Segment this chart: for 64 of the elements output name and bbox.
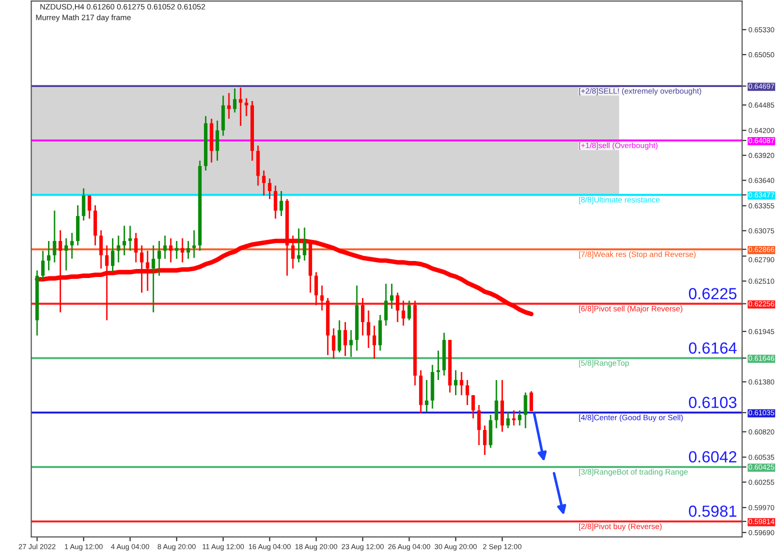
- candlestick: [424, 379, 428, 413]
- candlestick: [349, 329, 353, 358]
- candlestick: [483, 424, 487, 456]
- candlestick: [180, 238, 184, 264]
- annotation: 0.6225: [688, 288, 736, 300]
- annotation: 0.5981: [688, 506, 736, 517]
- candlestick: [174, 240, 178, 260]
- candlestick: [110, 238, 114, 273]
- candlestick: [262, 170, 266, 196]
- candlestick: [524, 392, 528, 429]
- candlestick: [88, 194, 92, 220]
- candlestick: [460, 371, 464, 396]
- candlestick: [454, 370, 458, 396]
- candlestick: [52, 210, 56, 264]
- candlestick: [169, 238, 173, 264]
- candlestick: [140, 244, 144, 294]
- candlestick: [407, 300, 411, 321]
- annotation: 0.6103: [688, 396, 736, 408]
- candlestick: [70, 232, 74, 260]
- annotation: 0.6042: [688, 451, 736, 462]
- candlestick: [41, 250, 45, 281]
- candlestick: [238, 86, 242, 127]
- candlestick: [268, 178, 272, 200]
- annotation: 0.6164: [688, 342, 737, 354]
- candlestick: [477, 404, 481, 446]
- candlestick: [46, 240, 50, 272]
- candlestick: [122, 225, 126, 256]
- candlestick: [134, 232, 138, 264]
- candlestick: [314, 271, 318, 306]
- candlestick: [506, 411, 510, 429]
- candlestick: [372, 324, 376, 360]
- candlestick: [296, 228, 300, 264]
- candlestick: [338, 320, 342, 354]
- candlestick: [396, 292, 400, 323]
- candlestick: [128, 225, 132, 252]
- candlestick: [344, 321, 347, 357]
- candlestick: [82, 188, 86, 222]
- candlestick: [157, 240, 161, 276]
- candlestick: [186, 240, 190, 260]
- candlestick: [530, 390, 534, 412]
- candlestick: [64, 238, 68, 272]
- candlestick: [471, 394, 475, 420]
- candlestick: [436, 350, 440, 381]
- candlestick: [518, 410, 522, 426]
- candlestick: [384, 283, 388, 326]
- candlestick: [227, 92, 231, 120]
- candlestick: [244, 98, 248, 117]
- candlestick: [192, 230, 196, 259]
- candlestick: [274, 184, 278, 220]
- candlestick: [360, 297, 364, 336]
- candlestick: [466, 379, 470, 406]
- candlestick: [390, 283, 394, 310]
- candlestick: [402, 300, 406, 326]
- candlestick: [332, 328, 336, 360]
- candlestick: [146, 250, 150, 292]
- candlestick: [216, 120, 220, 162]
- candlestick: [302, 226, 306, 262]
- candlestick: [280, 190, 284, 217]
- candlestick: [116, 234, 120, 264]
- candlestick: [99, 230, 103, 270]
- candlestick: [320, 284, 324, 312]
- candlestick: [233, 88, 237, 114]
- candlestick: [494, 379, 498, 429]
- candlestick: [152, 244, 156, 313]
